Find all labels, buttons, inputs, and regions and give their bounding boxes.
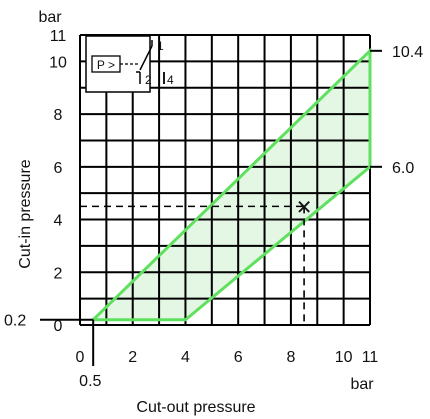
- y-tick-label: 11: [50, 28, 67, 45]
- x-tick-label: 11: [362, 349, 379, 366]
- y-tick-label: 2: [54, 265, 63, 282]
- y-tick-label: 8: [54, 107, 63, 124]
- y-tick-label: 4: [54, 213, 63, 230]
- x-tick-labels: 0 2 4 6 8 10 11: [76, 349, 379, 366]
- x-tick-label: 8: [286, 349, 295, 366]
- min-cut-in-label: 0.2: [4, 313, 26, 330]
- y-tick-labels: 0 2 4 6 8 10 11: [49, 28, 67, 335]
- min-cut-out-label: 0.5: [79, 373, 101, 390]
- x-axis-title: Cut-out pressure: [136, 399, 255, 416]
- x-tick-label: 4: [181, 349, 190, 366]
- x-unit-label: bar: [350, 376, 374, 393]
- contact-4-label: 4: [167, 73, 174, 87]
- x-tick-label: 2: [128, 349, 137, 366]
- pressure-switch-inset: P > 1 2 4: [85, 35, 174, 93]
- y-tick-label: 6: [54, 160, 63, 177]
- lower-reference-label: 6.0: [392, 160, 414, 177]
- x-tick-label: 0: [76, 349, 85, 366]
- x-tick-label: 6: [234, 349, 243, 366]
- pressure-element-label: P >: [97, 58, 115, 72]
- x-tick-label: 10: [335, 349, 353, 366]
- switch-blade: [139, 45, 153, 71]
- y-axis-title: Cut-in pressure: [17, 159, 34, 268]
- example-point-marker: ×: [296, 191, 311, 221]
- upper-reference-label: 10.4: [392, 44, 423, 61]
- y-tick-label: 0: [54, 318, 63, 335]
- y-tick-label: 10: [49, 54, 67, 71]
- y-unit-label: bar: [38, 9, 62, 26]
- contact-2-label: 2: [145, 73, 152, 87]
- contact-1-label: 1: [157, 39, 164, 53]
